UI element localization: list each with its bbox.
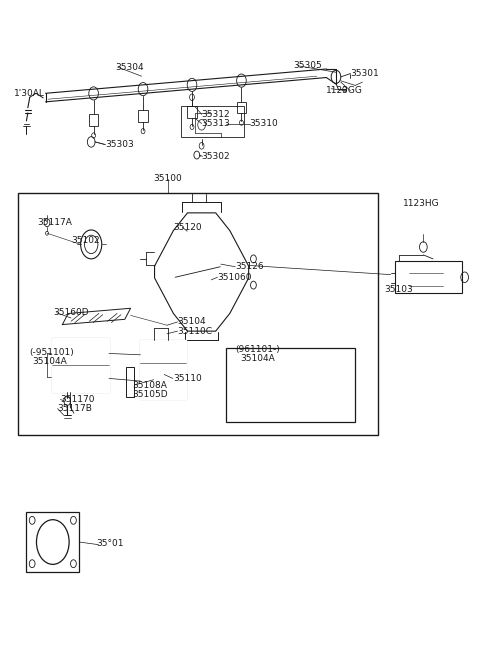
Text: 1'30AL: 1'30AL xyxy=(14,89,45,98)
Text: 35313: 35313 xyxy=(202,119,230,128)
Polygon shape xyxy=(155,213,249,331)
Text: 35120: 35120 xyxy=(173,223,202,232)
Text: 35°01: 35°01 xyxy=(96,539,123,549)
Polygon shape xyxy=(52,338,109,392)
Text: 35110C: 35110C xyxy=(178,327,213,336)
Text: 1123GG: 1123GG xyxy=(326,86,363,95)
Text: 35117A: 35117A xyxy=(37,217,72,227)
Text: 35104A: 35104A xyxy=(240,354,275,363)
Text: (-951101): (-951101) xyxy=(29,348,73,357)
Bar xyxy=(237,102,246,114)
Bar xyxy=(140,340,186,399)
Text: (961101-): (961101-) xyxy=(235,345,280,354)
Polygon shape xyxy=(140,340,186,399)
Text: 35302: 35302 xyxy=(202,152,230,161)
Bar xyxy=(261,360,313,410)
Bar xyxy=(395,261,462,293)
Text: 35100: 35100 xyxy=(154,174,182,183)
Text: 35105D: 35105D xyxy=(132,390,168,399)
Text: 351170: 351170 xyxy=(60,395,95,404)
Text: 35301: 35301 xyxy=(350,69,379,78)
Text: 35110: 35110 xyxy=(173,374,202,383)
Polygon shape xyxy=(261,360,313,410)
Text: 1123HG: 1123HG xyxy=(403,199,440,208)
Bar xyxy=(89,114,98,126)
Text: 35305: 35305 xyxy=(293,61,322,70)
Bar xyxy=(187,106,197,118)
Text: 35117B: 35117B xyxy=(58,404,93,413)
Text: 35126: 35126 xyxy=(235,262,264,271)
Text: 35102: 35102 xyxy=(71,236,100,245)
Text: 35312: 35312 xyxy=(202,110,230,119)
Bar xyxy=(126,367,134,397)
Bar xyxy=(226,348,355,422)
Text: 35160D: 35160D xyxy=(54,308,89,317)
Bar xyxy=(138,110,148,122)
Text: 35104: 35104 xyxy=(178,317,206,327)
Text: 35304: 35304 xyxy=(115,62,144,72)
Bar xyxy=(18,193,378,435)
Text: 35108A: 35108A xyxy=(132,380,167,390)
Polygon shape xyxy=(62,308,131,325)
Text: 35104A: 35104A xyxy=(33,357,67,366)
Bar xyxy=(26,512,79,572)
Text: 35103: 35103 xyxy=(384,284,413,294)
Circle shape xyxy=(343,87,347,92)
Bar xyxy=(181,106,244,137)
Text: 35310: 35310 xyxy=(250,119,278,128)
Text: 351060: 351060 xyxy=(217,273,252,282)
Bar xyxy=(52,338,109,392)
Text: 35303: 35303 xyxy=(106,140,134,149)
